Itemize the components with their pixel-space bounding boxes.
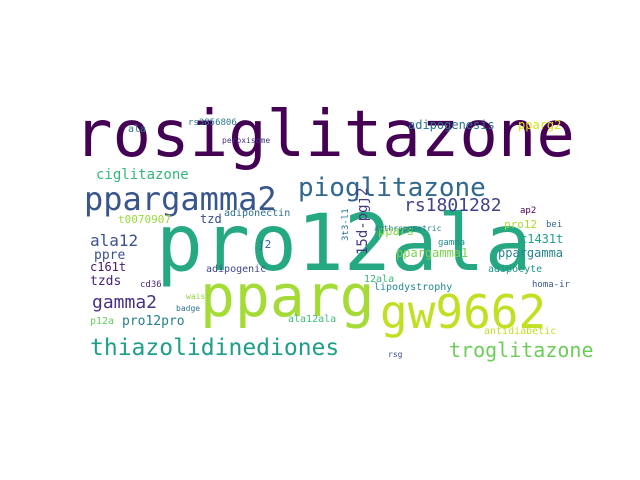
word: adiponectin <box>224 208 291 219</box>
word: t0070907 <box>118 213 171 226</box>
word: ppargamma1 <box>396 246 469 260</box>
word: gw9662 <box>380 285 547 339</box>
word: c161t <box>90 260 127 274</box>
word: lipodystrophy <box>374 282 453 293</box>
word: pparg <box>200 262 375 330</box>
word: rosiglitazone <box>74 98 575 172</box>
word: gamma2 <box>92 292 158 313</box>
word: gamma <box>438 238 466 248</box>
word: 12ala <box>364 274 395 285</box>
word: 3t3-l1 <box>341 208 351 241</box>
word: c1431t <box>520 232 564 246</box>
word: pro12pro <box>122 314 185 329</box>
word: ppargamma <box>498 246 564 260</box>
word: thiazolidinediones <box>90 335 340 361</box>
word: rsg <box>388 350 403 359</box>
word: ciglitazone <box>96 167 189 183</box>
word: ala12ala <box>288 314 337 325</box>
word: rs3856806 <box>188 118 237 128</box>
word: peroxisome <box>222 136 271 145</box>
word: adipogenic <box>206 264 267 275</box>
word: tzd <box>200 212 222 226</box>
word-cloud: rosiglitazone pro12ala pparg gw9662 ppar… <box>74 103 594 369</box>
word: pioglitazone <box>298 173 486 203</box>
word: anthropometric <box>374 224 442 233</box>
word: ap2 <box>520 206 537 216</box>
word: ppars <box>378 224 415 238</box>
word: cd36 <box>140 280 162 290</box>
word: ppargamma2 <box>84 180 277 218</box>
word: pro12 <box>504 218 538 231</box>
word: rs1801282 <box>404 195 502 216</box>
word: ppre <box>94 248 126 263</box>
word: antidiabetic <box>484 326 557 337</box>
word: waist <box>186 292 211 301</box>
word: troglitazone <box>449 338 594 362</box>
word: ala12 <box>90 231 139 250</box>
word: pparg2 <box>518 118 562 132</box>
word: pro12ala <box>156 199 532 289</box>
word: adipocyte <box>488 264 543 275</box>
word: bei <box>546 220 563 230</box>
word: p12a <box>90 316 115 327</box>
word: 15d-pgj2 <box>355 187 371 255</box>
word: adipogenesis <box>408 118 495 132</box>
word: homa-ir <box>532 280 570 290</box>
word: badge <box>176 304 201 313</box>
word: j2 <box>258 238 272 251</box>
word: ala <box>128 124 147 135</box>
word: tzds <box>90 274 122 289</box>
